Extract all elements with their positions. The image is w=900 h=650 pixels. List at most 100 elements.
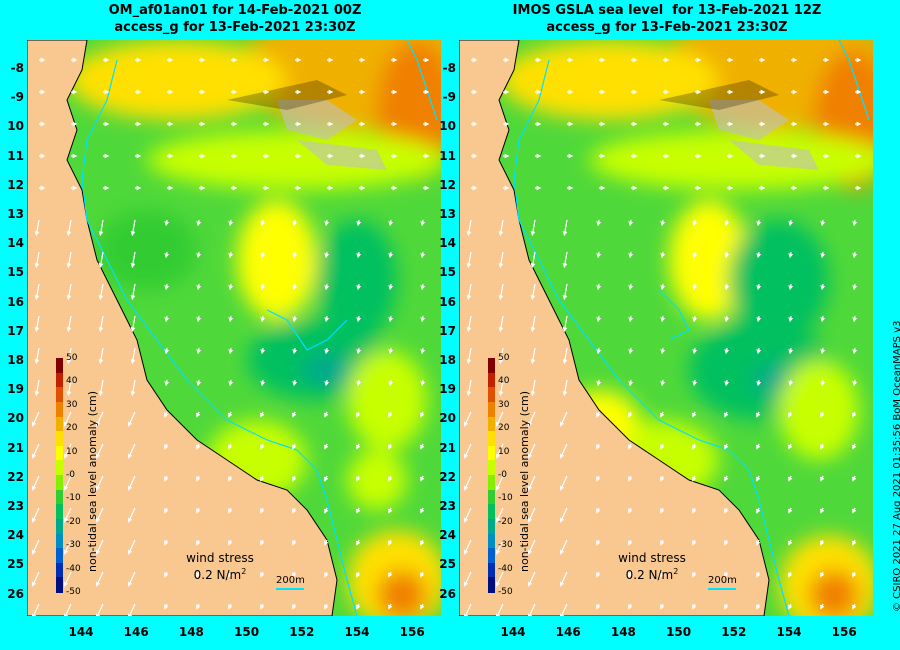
map-panel-right[interactable] [459, 40, 873, 616]
lat-tick-label: 26 [7, 586, 24, 601]
wind-arrow [95, 571, 104, 587]
wind-arrow [95, 411, 104, 427]
wind-arrow [260, 315, 266, 323]
wind-arrow [324, 539, 329, 546]
colorbar-segment [488, 489, 495, 505]
wind-arrow [130, 219, 136, 237]
wind-arrow [164, 379, 170, 387]
wind-arrow [388, 411, 393, 418]
panel-right-title-line1: IMOS GSLA sea level for 13-Feb-2021 12Z [512, 3, 822, 18]
wind-arrow [820, 251, 826, 259]
wind-arrow [292, 283, 298, 291]
map-panel-left[interactable] [27, 40, 441, 616]
isobath-right [513, 40, 870, 616]
wind-arrow [228, 219, 234, 227]
lon-tick-label: 144 [68, 625, 94, 639]
colorbar-tick-label: 20 [498, 423, 510, 434]
wind-arrow [324, 411, 329, 418]
lat-tick-label: 25 [439, 557, 456, 572]
wind-arrow [692, 379, 698, 387]
credit-text: © CSIRO 2021 27 Aug 2021 01:35:56 BoM Oc… [892, 320, 900, 613]
colorbar-tick-label: 50 [498, 353, 510, 363]
wind-arrow [95, 507, 104, 523]
wind-arrow [356, 347, 362, 355]
wind-arrow [495, 411, 504, 427]
lat-tick-label: 21 [439, 440, 456, 455]
wind-arrow [164, 539, 169, 546]
colorbar-segment [488, 577, 495, 593]
wind-arrow [463, 603, 472, 616]
wind-arrow [820, 219, 826, 227]
wind-arrow [127, 411, 136, 427]
lon-tick-label: 152 [289, 625, 315, 639]
wind-arrow [324, 219, 330, 227]
wind-arrow [196, 315, 202, 323]
wind-arrow [692, 539, 697, 546]
wind-arrow [724, 411, 729, 418]
wind-arrow [788, 251, 794, 259]
wind-arrow [852, 539, 857, 546]
wind-arrow [388, 539, 393, 546]
wind-arrow [692, 219, 698, 227]
wind-arrow [260, 443, 265, 450]
wind-arrow [559, 603, 568, 616]
lat-tick-label: 13 [439, 207, 456, 221]
lat-tick-label: 22 [439, 469, 456, 484]
wind-arrow [527, 603, 536, 616]
wind-arrow [164, 347, 170, 355]
wind-arrow [130, 283, 136, 301]
lat-tick-label: 15 [439, 265, 456, 280]
wind-arrow [196, 507, 201, 514]
lat-tick-label: 22 [7, 469, 24, 484]
colorbar-tick-label: 40 [498, 376, 510, 387]
wind-arrow [692, 475, 697, 482]
wind-arrow [788, 475, 793, 482]
colorbar-segment [56, 445, 63, 461]
wind-arrow [420, 411, 425, 418]
wind-arrow [724, 251, 730, 259]
wind-arrow [724, 379, 730, 387]
wind-arrow [596, 507, 601, 514]
wind-arrow [562, 251, 568, 269]
colorbar-segment [56, 416, 63, 432]
wind-arrow [756, 571, 761, 578]
colorbar-tick-label: -30 [498, 540, 513, 551]
wind-arrow [756, 379, 762, 387]
wind-arrow [34, 251, 40, 269]
wind-arrow [466, 251, 472, 269]
wind-arrow [324, 347, 330, 355]
wind-arrow [63, 571, 72, 587]
wind-arrow [420, 539, 425, 546]
colorbar-tick-label: -20 [66, 516, 81, 527]
wind-arrow [388, 315, 394, 323]
wind-arrow [356, 251, 362, 259]
wind-arrow [324, 283, 330, 291]
wind-arrow [63, 411, 72, 427]
wind-arrow [420, 315, 426, 323]
wind-arrow [756, 443, 761, 450]
panel-left-title-line1: OM_af01an01 for 14-Feb-2021 00Z [108, 3, 362, 18]
wind-arrow [852, 347, 858, 355]
wind-arrow [228, 539, 233, 546]
wind-arrow [530, 283, 536, 301]
wind-arrow [388, 251, 394, 259]
wind-arrow [95, 443, 104, 459]
wind-arrows-right [463, 57, 862, 616]
wind-arrow [324, 507, 329, 514]
wind-arrow [34, 315, 40, 333]
wind-arrow [788, 347, 794, 355]
lat-tick-label: 18 [439, 353, 456, 367]
lon-tick-label: 146 [555, 625, 581, 639]
wind-legend-right-label: wind stress [618, 551, 686, 565]
wind-arrow [356, 219, 362, 227]
wind-arrow [127, 539, 136, 555]
lat-tick-label: 20 [7, 411, 24, 426]
colorbar-segment [488, 562, 495, 578]
wind-arrow [164, 507, 169, 514]
wind-arrow [228, 251, 234, 259]
wind-arrow [466, 219, 472, 237]
wind-arrow [164, 219, 170, 227]
wind-arrow [260, 475, 265, 482]
wind-arrow [596, 443, 601, 450]
wind-arrow [628, 603, 633, 610]
